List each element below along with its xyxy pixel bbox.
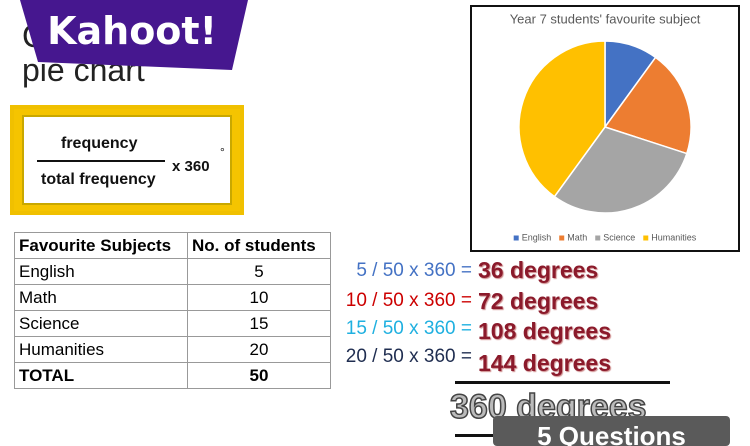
multiplier: x 360 [172,158,210,175]
pie-slice [603,56,692,155]
pie-slice [553,126,688,214]
chart-title: Year 7 students' favourite subject [510,11,701,26]
kahoot-logo: Kahoot! [20,0,248,70]
calculation-result: 72 degrees [478,288,599,314]
fraction-line [37,160,165,162]
logo-text: Kahoot! [47,9,217,53]
cell: 20 [187,336,331,363]
legend-swatch [513,235,519,241]
cell: English [14,258,188,285]
chart-frame: Year 7 students' favourite subject Engli… [470,5,740,252]
chart: Year 7 students' favourite subject Engli… [510,11,701,242]
legend-swatch [643,235,649,241]
pie-slice [518,40,606,198]
calculation-result: 144 degrees [478,350,611,376]
cell: Science [14,310,188,337]
calculation: 5 / 50 x 360 = [356,260,472,281]
formula-inner: frequency total frequency x 360 ° [22,115,232,205]
questions-button[interactable]: 5 Questions [493,416,730,446]
calculation: 20 / 50 x 360 = [345,346,472,367]
cell: 10 [187,284,331,311]
legend-swatch [559,235,565,241]
cell: 50 [187,362,331,389]
calculation-result: 36 degrees [478,257,599,283]
frequency-table: Favourite Subjects No. of students Englis… [14,232,331,389]
calculation-result: 108 degrees [478,318,611,344]
logo-background [20,0,248,70]
legend-label: English [522,232,552,242]
sum-line [455,381,670,384]
degree-sign: ° [220,145,225,159]
formula-box: frequency total frequency x 360 ° [10,105,244,215]
cell: 5 [187,258,331,285]
legend-label: Science [603,232,635,242]
cell: Math [14,284,188,311]
calculation: 10 / 50 x 360 = [345,290,472,311]
cell: TOTAL [14,362,188,389]
legend-label: Humanities [651,232,697,242]
numerator: frequency [61,135,138,152]
denominator: total frequency [41,171,156,188]
legend-swatch [595,235,601,241]
cell: 15 [187,310,331,337]
legend-label: Math [567,232,587,242]
cell: Humanities [14,336,188,363]
header-cell: Favourite Subjects [14,232,188,259]
calculation: 15 / 50 x 360 = [345,318,472,339]
header-cell: No. of students [187,232,331,259]
